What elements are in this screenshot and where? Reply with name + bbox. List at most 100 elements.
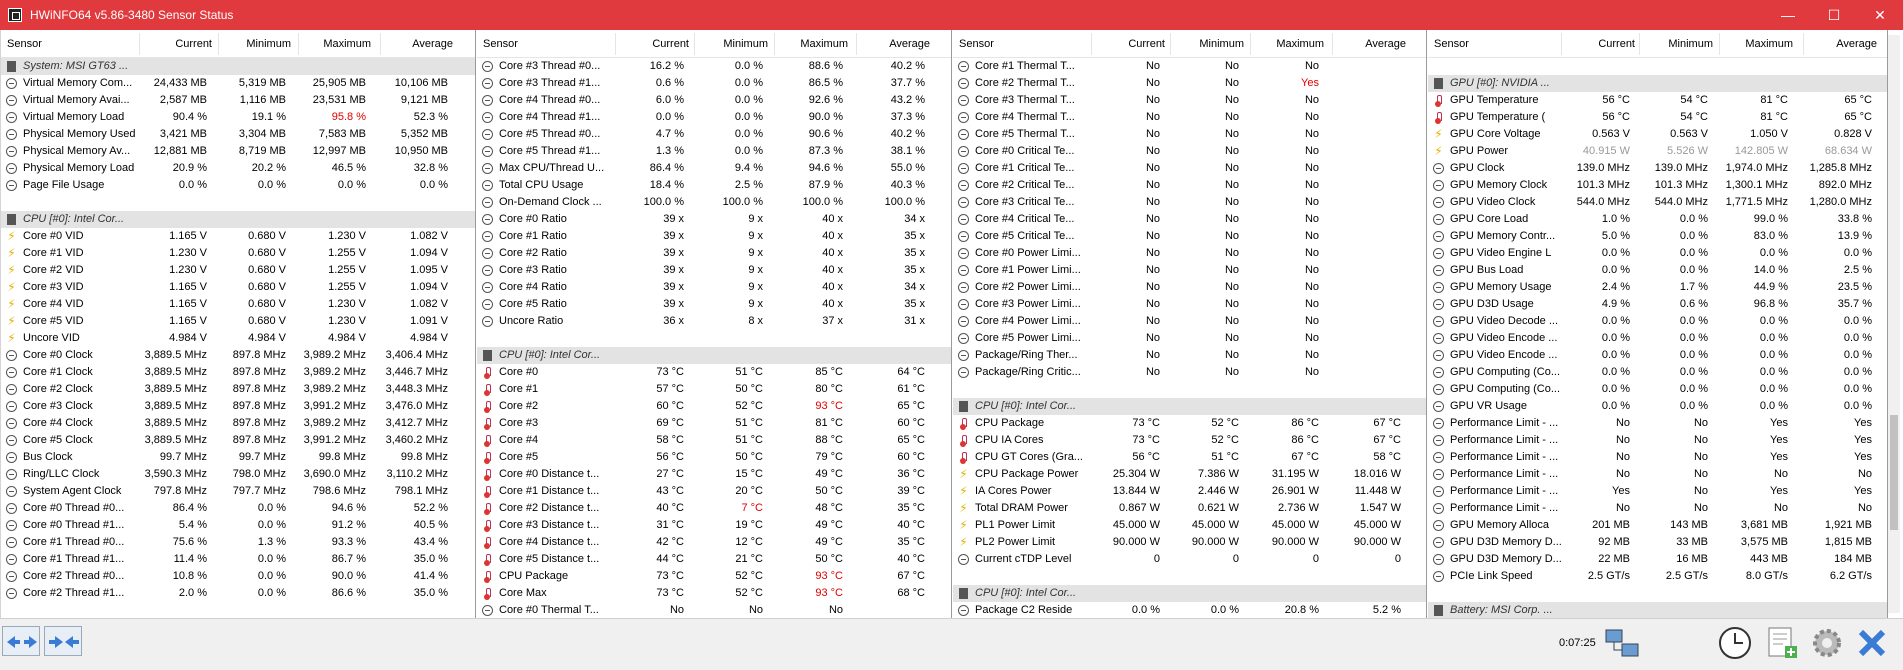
sensor-row[interactable]: Core #4 Critical Te... No No No: [953, 211, 1426, 228]
sensor-row[interactable]: Package/Ring Critic... No No No: [953, 364, 1426, 381]
sensor-row[interactable]: Physical Memory Load 20.9 % 20.2 % 46.5 % 32…: [1, 160, 475, 177]
sensor-row[interactable]: Core #2 Thread #1... 2.0 % 0.0 % 86.6 % 35.0…: [1, 585, 475, 602]
sensor-row[interactable]: Core #1 Distance t... 43 °C 20 °C 50 °C 39 °…: [477, 483, 951, 500]
sensor-row[interactable]: GPU Temperature 56 °C 54 °C 81 °C 65 °C: [1428, 92, 1887, 109]
sensor-row[interactable]: Performance Limit - ... No No Yes Yes: [1428, 432, 1887, 449]
column-header[interactable]: Sensor Current Minimum Maximum Average: [953, 30, 1426, 58]
header-current[interactable]: Current: [1598, 38, 1635, 50]
header-minimum[interactable]: Minimum: [1668, 38, 1713, 50]
sensor-row[interactable]: Core #3 Ratio 39 x 9 x 40 x 35 x: [477, 262, 951, 279]
sensor-row[interactable]: ⚡ CPU Package Power 25.304 W 7.386 W 31.195 …: [953, 466, 1426, 483]
sensor-row[interactable]: CPU GT Cores (Gra... 56 °C 51 °C 67 °C 58 °C: [953, 449, 1426, 466]
maximize-button[interactable]: ☐: [1827, 7, 1841, 23]
sensor-row[interactable]: Virtual Memory Avai... 2,587 MB 1,116 MB 23…: [1, 92, 475, 109]
sensor-panel-1[interactable]: Sensor Current Minimum Maximum Average System…: [0, 30, 476, 618]
column-header[interactable]: Sensor Current Minimum Maximum Average: [477, 30, 951, 58]
sensor-row[interactable]: Bus Clock 99.7 MHz 99.7 MHz 99.8 MHz 99.8 MH…: [1, 449, 475, 466]
group-header-row[interactable]: CPU [#0]: Intel Cor...: [953, 585, 1426, 602]
sensor-row[interactable]: GPU Clock 139.0 MHz 139.0 MHz 1,974.0 MHz 1,…: [1428, 160, 1887, 177]
sensor-row[interactable]: Uncore Ratio 36 x 8 x 37 x 31 x: [477, 313, 951, 330]
sensor-row[interactable]: Core #3 Power Limi... No No No: [953, 296, 1426, 313]
sensor-row[interactable]: ⚡ Core #3 VID 1.165 V 0.680 V 1.255 V 1.094 V: [1, 279, 475, 296]
sensor-row[interactable]: Core #5 56 °C 50 °C 79 °C 60 °C: [477, 449, 951, 466]
sensor-row[interactable]: Core #1 57 °C 50 °C 80 °C 61 °C: [477, 381, 951, 398]
sensor-row[interactable]: Package/Ring Ther... No No No: [953, 347, 1426, 364]
sensor-row[interactable]: Core Max 73 °C 52 °C 93 °C 68 °C: [477, 585, 951, 602]
sensor-row[interactable]: Virtual Memory Load 90.4 % 19.1 % 95.8 % 52.…: [1, 109, 475, 126]
sensor-row[interactable]: ⚡ Core #1 VID 1.230 V 0.680 V 1.255 V 1.094 V: [1, 245, 475, 262]
sensor-panel-4[interactable]: Sensor Current Minimum Maximum Average GPU [#…: [1428, 30, 1888, 618]
sensor-row[interactable]: Core #1 Thread #0... 75.6 % 1.3 % 93.3 % 43.…: [1, 534, 475, 551]
sensor-row[interactable]: Core #3 Thermal T... No No No: [953, 92, 1426, 109]
sensor-row[interactable]: Core #5 Clock 3,889.5 MHz 897.8 MHz 3,991.2…: [1, 432, 475, 449]
sensor-row[interactable]: Core #5 Thread #0... 4.7 % 0.0 % 90.6 % 40.2…: [477, 126, 951, 143]
sensor-row[interactable]: GPU Memory Contr... 5.0 % 0.0 % 83.0 % 13.9 …: [1428, 228, 1887, 245]
sensor-row[interactable]: CPU IA Cores 73 °C 52 °C 86 °C 67 °C: [953, 432, 1426, 449]
sensor-row[interactable]: On-Demand Clock ... 100.0 % 100.0 % 100.0 %…: [477, 194, 951, 211]
sensor-row[interactable]: Performance Limit - ... No No Yes Yes: [1428, 415, 1887, 432]
header-minimum[interactable]: Minimum: [246, 38, 291, 50]
sensor-row[interactable]: Core #5 Distance t... 44 °C 21 °C 50 °C 40 °…: [477, 551, 951, 568]
group-header-row[interactable]: GPU [#0]: NVIDIA ...: [1428, 75, 1887, 92]
sensor-row[interactable]: ⚡ PL1 Power Limit 45.000 W 45.000 W 45.000 W…: [953, 517, 1426, 534]
sensor-row[interactable]: GPU Computing (Co... 0.0 % 0.0 % 0.0 % 0.0 %: [1428, 381, 1887, 398]
sensor-row[interactable]: ⚡ Uncore VID 4.984 V 4.984 V 4.984 V 4.984 V: [1, 330, 475, 347]
scrollbar-thumb[interactable]: [1890, 415, 1898, 530]
sensor-row[interactable]: GPU Video Decode ... 0.0 % 0.0 % 0.0 % 0.0 %: [1428, 313, 1887, 330]
sensor-row[interactable]: Performance Limit - ... No No No No: [1428, 500, 1887, 517]
sensor-row[interactable]: ⚡ Core #2 VID 1.230 V 0.680 V 1.255 V 1.095 V: [1, 262, 475, 279]
sensor-row[interactable]: GPU Bus Load 0.0 % 0.0 % 14.0 % 2.5 %: [1428, 262, 1887, 279]
sensor-row[interactable]: Core #0 Power Limi... No No No: [953, 245, 1426, 262]
sensor-row[interactable]: Core #4 Thread #0... 6.0 % 0.0 % 92.6 % 43.2…: [477, 92, 951, 109]
sensor-row[interactable]: Physical Memory Used 3,421 MB 3,304 MB 7,58…: [1, 126, 475, 143]
sensor-row[interactable]: GPU D3D Memory D... 92 MB 33 MB 3,575 MB 1,8…: [1428, 534, 1887, 551]
sensor-row[interactable]: GPU Video Encode ... 0.0 % 0.0 % 0.0 % 0.0 %: [1428, 347, 1887, 364]
sensor-row[interactable]: GPU D3D Memory D... 22 MB 16 MB 443 MB 184 M…: [1428, 551, 1887, 568]
group-header-row[interactable]: System: MSI GT63 ...: [1, 58, 475, 75]
header-sensor[interactable]: Sensor: [7, 38, 42, 50]
header-maximum[interactable]: Maximum: [1276, 38, 1324, 50]
sensor-row[interactable]: Core #0 Ratio 39 x 9 x 40 x 34 x: [477, 211, 951, 228]
sensor-row[interactable]: Core #2 Critical Te... No No No: [953, 177, 1426, 194]
sensor-row[interactable]: Core #2 Ratio 39 x 9 x 40 x 35 x: [477, 245, 951, 262]
header-current[interactable]: Current: [652, 38, 689, 50]
sensor-row[interactable]: Package C2 Reside 0.0 % 0.0 % 20.8 % 5.2 %: [953, 602, 1426, 618]
column-header[interactable]: Sensor Current Minimum Maximum Average: [1, 30, 475, 58]
minimize-button[interactable]: —: [1781, 7, 1795, 23]
sensor-row[interactable]: Core #3 69 °C 51 °C 81 °C 60 °C: [477, 415, 951, 432]
sensor-row[interactable]: Core #4 Thermal T... No No No: [953, 109, 1426, 126]
sensor-row[interactable]: Core #1 Power Limi... No No No: [953, 262, 1426, 279]
network-button[interactable]: [1603, 624, 1641, 662]
sensor-row[interactable]: Core #0 Critical Te... No No No: [953, 143, 1426, 160]
sensor-row[interactable]: Core #2 Thread #0... 10.8 % 0.0 % 90.0 % 41.…: [1, 568, 475, 585]
settings-button[interactable]: [1808, 624, 1846, 662]
sensor-row[interactable]: Core #5 Thermal T... No No No: [953, 126, 1426, 143]
sensor-row[interactable]: Page File Usage 0.0 % 0.0 % 0.0 % 0.0 %: [1, 177, 475, 194]
sensor-row[interactable]: Core #2 Distance t... 40 °C 7 °C 48 °C 35 °C: [477, 500, 951, 517]
group-header-row[interactable]: Battery: MSI Corp. ...: [1428, 602, 1887, 618]
header-average[interactable]: Average: [889, 38, 930, 50]
group-header-row[interactable]: CPU [#0]: Intel Cor...: [953, 398, 1426, 415]
sensor-row[interactable]: Core #0 Thread #0... 86.4 % 0.0 % 94.6 % 52.…: [1, 500, 475, 517]
sensor-row[interactable]: GPU Video Engine L 0.0 % 0.0 % 0.0 % 0.0 %: [1428, 245, 1887, 262]
sensor-row[interactable]: Total CPU Usage 18.4 % 2.5 % 87.9 % 40.3 %: [477, 177, 951, 194]
group-header-row[interactable]: CPU [#0]: Intel Cor...: [1, 211, 475, 228]
sensor-row[interactable]: Performance Limit - ... No No Yes Yes: [1428, 449, 1887, 466]
sensor-row[interactable]: Core #2 Clock 3,889.5 MHz 897.8 MHz 3,989.2…: [1, 381, 475, 398]
header-sensor[interactable]: Sensor: [959, 38, 994, 50]
sensor-row[interactable]: Core #2 60 °C 52 °C 93 °C 65 °C: [477, 398, 951, 415]
sensor-row[interactable]: ⚡ Core #5 VID 1.165 V 0.680 V 1.230 V 1.091 V: [1, 313, 475, 330]
sensor-row[interactable]: GPU Temperature (56 °C 54 °C 81 °C 65 °C: [1428, 109, 1887, 126]
sensor-row[interactable]: Core #0 73 °C 51 °C 85 °C 64 °C: [477, 364, 951, 381]
sensor-row[interactable]: Core #0 Thermal T... No No No: [477, 602, 951, 618]
header-sensor[interactable]: Sensor: [1434, 38, 1469, 50]
sensor-row[interactable]: CPU Package 73 °C 52 °C 93 °C 67 °C: [477, 568, 951, 585]
header-average[interactable]: Average: [1365, 38, 1406, 50]
header-maximum[interactable]: Maximum: [1745, 38, 1793, 50]
sensor-row[interactable]: GPU Memory Clock 101.3 MHz 101.3 MHz 1,300.…: [1428, 177, 1887, 194]
sensor-row[interactable]: Max CPU/Thread U... 86.4 % 9.4 % 94.6 % 55.0…: [477, 160, 951, 177]
close-button[interactable]: ✕: [1874, 7, 1886, 23]
sensor-row[interactable]: ⚡ IA Cores Power 13.844 W 2.446 W 26.901 W 11…: [953, 483, 1426, 500]
header-average[interactable]: Average: [1836, 38, 1877, 50]
sensor-row[interactable]: Core #5 Thread #1... 1.3 % 0.0 % 87.3 % 38.1…: [477, 143, 951, 160]
